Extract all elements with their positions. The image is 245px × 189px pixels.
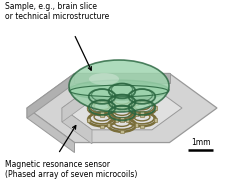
Polygon shape [62, 86, 92, 122]
Text: 1mm: 1mm [191, 138, 210, 147]
FancyBboxPatch shape [86, 106, 90, 111]
FancyBboxPatch shape [126, 118, 129, 122]
FancyBboxPatch shape [120, 106, 124, 109]
FancyBboxPatch shape [107, 101, 110, 105]
Polygon shape [92, 86, 152, 100]
FancyBboxPatch shape [120, 119, 124, 122]
Polygon shape [27, 74, 74, 118]
FancyBboxPatch shape [100, 114, 104, 117]
FancyBboxPatch shape [135, 112, 137, 116]
FancyBboxPatch shape [120, 130, 124, 133]
FancyBboxPatch shape [126, 106, 129, 111]
FancyBboxPatch shape [140, 111, 144, 114]
FancyBboxPatch shape [120, 108, 124, 111]
Text: Magnetic resonance sensor
(Phased array of seven microcoils): Magnetic resonance sensor (Phased array … [5, 160, 137, 179]
FancyBboxPatch shape [120, 95, 124, 98]
Ellipse shape [69, 60, 169, 112]
FancyBboxPatch shape [140, 125, 144, 128]
FancyBboxPatch shape [154, 106, 158, 111]
FancyBboxPatch shape [140, 114, 144, 117]
FancyBboxPatch shape [100, 111, 104, 114]
FancyBboxPatch shape [100, 125, 104, 128]
FancyBboxPatch shape [135, 123, 137, 127]
FancyBboxPatch shape [115, 118, 118, 122]
FancyBboxPatch shape [86, 118, 90, 122]
Ellipse shape [69, 80, 169, 100]
Polygon shape [62, 108, 92, 144]
Polygon shape [27, 74, 217, 143]
FancyBboxPatch shape [135, 101, 137, 105]
Ellipse shape [89, 73, 119, 85]
FancyBboxPatch shape [140, 100, 144, 103]
Polygon shape [74, 74, 170, 84]
Polygon shape [62, 86, 182, 130]
FancyBboxPatch shape [154, 118, 158, 122]
Text: Sample, e.g., brain slice
or technical microstructure: Sample, e.g., brain slice or technical m… [5, 2, 109, 21]
FancyBboxPatch shape [115, 106, 118, 111]
Ellipse shape [70, 85, 168, 97]
FancyBboxPatch shape [120, 117, 124, 120]
FancyBboxPatch shape [100, 100, 104, 103]
FancyBboxPatch shape [107, 123, 110, 127]
FancyBboxPatch shape [107, 112, 110, 116]
Polygon shape [27, 108, 74, 153]
